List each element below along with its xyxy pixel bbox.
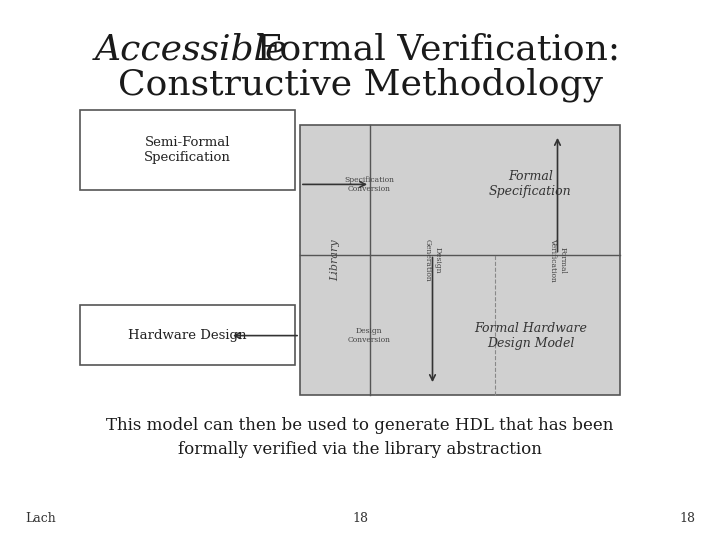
Text: This model can then be used to generate HDL that has been: This model can then be used to generate … [107,416,613,434]
Text: Formal Hardware
Design Model: Formal Hardware Design Model [474,322,587,349]
Text: Semi-Formal
Specification: Semi-Formal Specification [144,136,231,164]
Text: Formal Verification:: Formal Verification: [245,33,620,67]
Text: Hardware Design: Hardware Design [128,328,247,341]
Text: Design
Conversion: Design Conversion [348,327,390,344]
Bar [80,110,295,190]
Text: Lach: Lach [25,511,55,524]
Text: Formal
Verification: Formal Verification [549,238,566,282]
Text: Accessible: Accessible [95,33,287,67]
Text: 18: 18 [352,511,368,524]
Text: Formal
Specification: Formal Specification [489,171,572,198]
Text: 18: 18 [679,511,695,524]
Text: formally verified via the library abstraction: formally verified via the library abstra… [178,442,542,458]
Text: Library: Library [330,239,340,281]
Text: Design
Generation: Design Generation [424,239,441,281]
Text: Specification
Conversion: Specification Conversion [344,176,394,193]
Bar [300,125,620,395]
Text: Constructive Methodology: Constructive Methodology [117,68,603,102]
Bar [80,305,295,365]
